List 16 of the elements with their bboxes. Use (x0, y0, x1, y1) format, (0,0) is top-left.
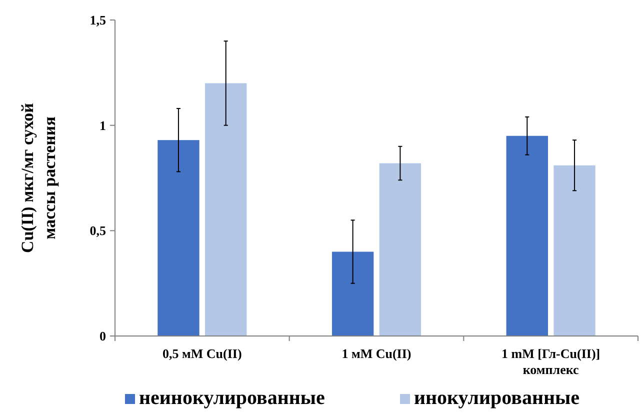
bar (379, 163, 422, 336)
y-tick-label: 1 (100, 118, 106, 133)
bar (506, 136, 548, 336)
x-tick-label: 0,5 мМ Cu(II) (162, 346, 242, 361)
bar (554, 165, 596, 336)
bar (158, 140, 200, 336)
y-tick-label: 0 (100, 328, 106, 344)
y-axis-title: Cu(II) мкг/мг сухой массы растения (18, 102, 59, 253)
legend-label: неинокулированные (139, 387, 326, 409)
y-tick-label: 0,5 (90, 223, 106, 238)
x-tick-label: 1 мМ Cu(II) (342, 346, 412, 361)
x-tick-label: 1 mM [Гл-Cu(II)] комплекс (502, 346, 600, 377)
bar (205, 83, 247, 336)
bar (332, 252, 374, 336)
legend-label: инокулированные (414, 387, 580, 409)
y-tick-label: 1,5 (90, 12, 106, 28)
